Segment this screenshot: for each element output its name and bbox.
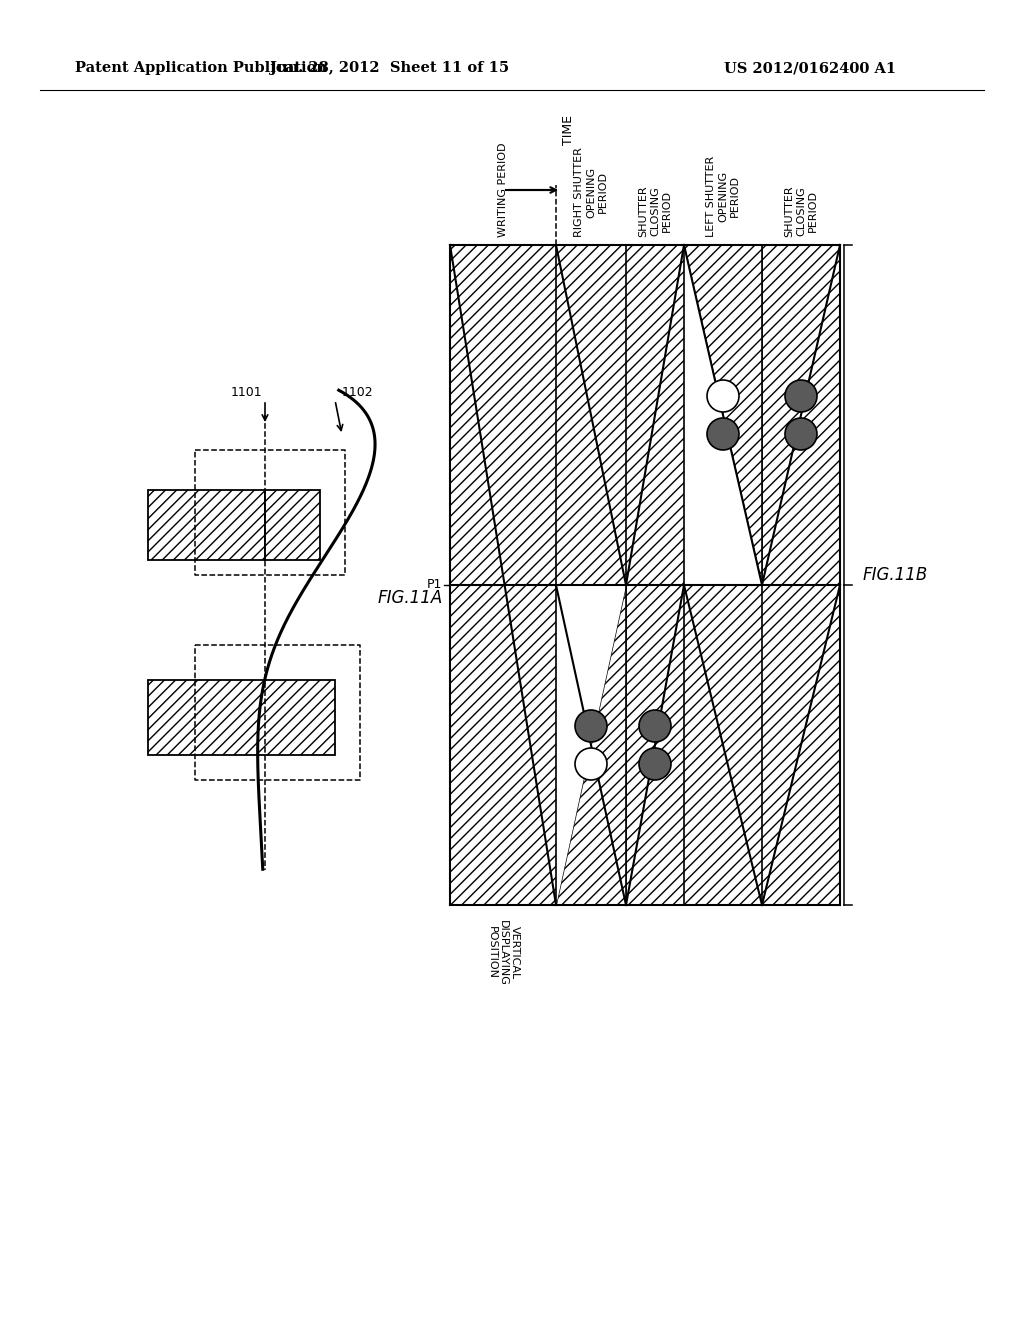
Circle shape: [707, 380, 739, 412]
Bar: [265, 490, 319, 560]
Circle shape: [785, 380, 817, 412]
Bar: [556, 246, 626, 585]
Circle shape: [639, 748, 671, 780]
Text: VERTICAL
DISPLAYING
POSITION: VERTICAL DISPLAYING POSITION: [486, 920, 519, 986]
Text: TIME: TIME: [561, 115, 574, 145]
Text: LEFT SHUTTER
OPENING
PERIOD: LEFT SHUTTER OPENING PERIOD: [707, 156, 739, 238]
Text: US 2012/0162400 A1: US 2012/0162400 A1: [724, 61, 896, 75]
Bar: [148, 680, 335, 755]
Bar: [626, 585, 684, 906]
Circle shape: [575, 748, 607, 780]
Text: 1101: 1101: [230, 387, 262, 400]
Text: Patent Application Publication: Patent Application Publication: [75, 61, 327, 75]
Circle shape: [639, 710, 671, 742]
Bar: [148, 490, 265, 560]
Text: P1: P1: [427, 578, 442, 591]
Text: FIG.11B: FIG.11B: [862, 566, 928, 583]
Bar: [450, 246, 556, 906]
Circle shape: [575, 710, 607, 742]
Bar: [762, 246, 840, 585]
Text: WRITING PERIOD: WRITING PERIOD: [498, 143, 508, 238]
Bar: [684, 585, 762, 906]
Text: SHUTTER
CLOSING
PERIOD: SHUTTER CLOSING PERIOD: [638, 185, 672, 238]
Text: Jun. 28, 2012  Sheet 11 of 15: Jun. 28, 2012 Sheet 11 of 15: [270, 61, 510, 75]
Text: FIG.11A: FIG.11A: [378, 589, 443, 607]
Text: 1102: 1102: [342, 387, 374, 400]
Text: SHUTTER
CLOSING
PERIOD: SHUTTER CLOSING PERIOD: [784, 185, 817, 238]
Text: RIGHT SHUTTER
OPENING
PERIOD: RIGHT SHUTTER OPENING PERIOD: [574, 147, 607, 238]
Circle shape: [785, 418, 817, 450]
Circle shape: [707, 418, 739, 450]
